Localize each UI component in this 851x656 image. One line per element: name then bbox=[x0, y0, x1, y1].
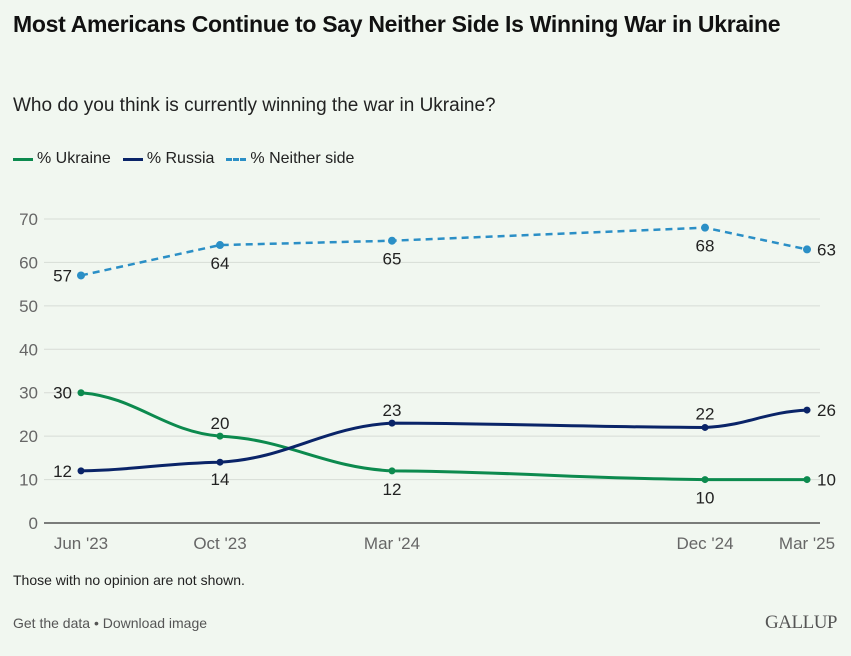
y-tick-label: 50 bbox=[19, 297, 38, 316]
data-label-russia: 23 bbox=[383, 401, 402, 420]
data-label-neitherside: 65 bbox=[383, 250, 402, 269]
data-point-neitherside bbox=[701, 223, 709, 232]
data-label-neitherside: 63 bbox=[817, 240, 836, 259]
y-tick-label: 10 bbox=[19, 471, 38, 490]
y-tick-label: 60 bbox=[19, 253, 38, 272]
y-tick-label: 0 bbox=[29, 514, 38, 533]
legend-item-neither[interactable]: % Neither side bbox=[226, 150, 354, 168]
x-tick-label: Dec '24 bbox=[676, 534, 733, 553]
chart-subtitle: Who do you think is currently winning th… bbox=[13, 95, 496, 116]
line-chart: 0 10 20 30 40 50 60 70 Jun '23 Oct '23 Mar '24 Dec … bbox=[19, 210, 836, 553]
data-point-ukraine bbox=[388, 467, 396, 475]
legend: % Ukraine % Russia % Neither side bbox=[13, 150, 366, 168]
data-point-ukraine bbox=[701, 476, 709, 484]
legend-label-russia: % Russia bbox=[146, 150, 215, 167]
data-point-russia bbox=[803, 406, 811, 414]
link-separator: • bbox=[93, 615, 99, 631]
legend-swatch-russia bbox=[122, 157, 143, 161]
data-label-ukraine: 30 bbox=[53, 384, 72, 403]
data-point-russia bbox=[77, 467, 85, 475]
data-point-russia bbox=[216, 458, 224, 466]
data-point-russia bbox=[388, 419, 396, 427]
legend-label-ukraine: % Ukraine bbox=[37, 150, 111, 167]
data-label-russia: 14 bbox=[211, 470, 230, 489]
data-label-ukraine: 10 bbox=[696, 489, 715, 508]
data-point-neitherside bbox=[216, 241, 224, 250]
data-label-russia: 22 bbox=[696, 404, 715, 423]
data-label-ukraine: 12 bbox=[383, 480, 402, 499]
x-tick-label: Mar '24 bbox=[364, 534, 420, 553]
footnote: Those with no opinion are not shown. bbox=[13, 572, 245, 588]
data-point-neitherside bbox=[803, 245, 811, 254]
y-tick-label: 20 bbox=[19, 427, 38, 446]
download-image-link[interactable]: Download image bbox=[102, 615, 208, 631]
legend-item-ukraine[interactable]: % Ukraine bbox=[13, 150, 111, 168]
data-label-russia: 26 bbox=[817, 401, 836, 420]
legend-label-neither: % Neither side bbox=[250, 150, 355, 167]
legend-swatch-neither bbox=[226, 157, 247, 161]
get-data-link[interactable]: Get the data bbox=[13, 615, 91, 631]
y-tick-label: 70 bbox=[19, 210, 38, 229]
data-label-neitherside: 64 bbox=[211, 254, 230, 273]
data-point-neitherside bbox=[77, 271, 85, 280]
y-tick-label: 30 bbox=[19, 384, 38, 403]
series-line-russia bbox=[80, 408, 808, 473]
data-point-neitherside bbox=[388, 236, 396, 245]
data-label-ukraine: 10 bbox=[817, 471, 836, 490]
data-label-russia: 12 bbox=[53, 462, 72, 481]
footer-links: Get the data • Download image bbox=[13, 615, 207, 631]
y-tick-label: 40 bbox=[19, 340, 38, 359]
data-label-neitherside: 68 bbox=[696, 237, 715, 256]
x-tick-label: Oct '23 bbox=[193, 534, 246, 553]
legend-swatch-ukraine bbox=[13, 157, 33, 161]
data-point-ukraine bbox=[803, 476, 811, 484]
data-point-russia bbox=[701, 423, 709, 431]
legend-item-russia[interactable]: % Russia bbox=[122, 150, 215, 168]
chart-title: Most Americans Continue to Say Neither S… bbox=[13, 11, 781, 37]
data-label-ukraine: 20 bbox=[211, 414, 230, 433]
x-tick-label: Jun '23 bbox=[54, 534, 108, 553]
data-label-neitherside: 57 bbox=[53, 266, 72, 285]
data-point-ukraine bbox=[77, 389, 85, 397]
data-point-ukraine bbox=[216, 432, 224, 440]
x-tick-label: Mar '25 bbox=[779, 534, 835, 553]
gallup-logo: GALLUP bbox=[765, 612, 837, 633]
